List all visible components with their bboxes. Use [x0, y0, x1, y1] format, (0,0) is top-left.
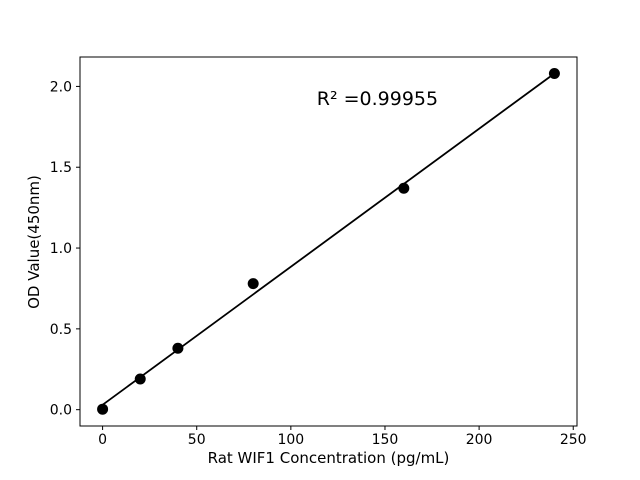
- y-tick-label: 0.0: [50, 403, 72, 419]
- x-tick-label: 250: [560, 432, 587, 448]
- x-tick-label: 100: [277, 432, 304, 448]
- y-tick-label: 2.0: [50, 79, 72, 95]
- data-point: [134, 373, 146, 385]
- x-axis-label: Rat WIF1 Concentration (pg/mL): [207, 449, 450, 467]
- data-point: [97, 403, 109, 415]
- y-axis-label: OD Value(450nm): [25, 174, 43, 309]
- data-point: [398, 182, 410, 194]
- data-point: [548, 67, 560, 79]
- data-point: [172, 342, 184, 354]
- y-tick-label: 0.5: [50, 322, 72, 338]
- x-tick-label: 50: [188, 432, 206, 448]
- x-tick-label: 150: [372, 432, 399, 448]
- r-squared-annotation: R² =0.99955: [316, 88, 439, 111]
- plot-border: [79, 56, 578, 427]
- trend-line: [101, 72, 556, 406]
- x-tick-label: 200: [466, 432, 493, 448]
- y-tick-label: 1.0: [50, 241, 72, 257]
- x-tick-label: 0: [98, 432, 107, 448]
- data-point: [247, 278, 259, 290]
- y-tick-label: 1.5: [50, 160, 72, 176]
